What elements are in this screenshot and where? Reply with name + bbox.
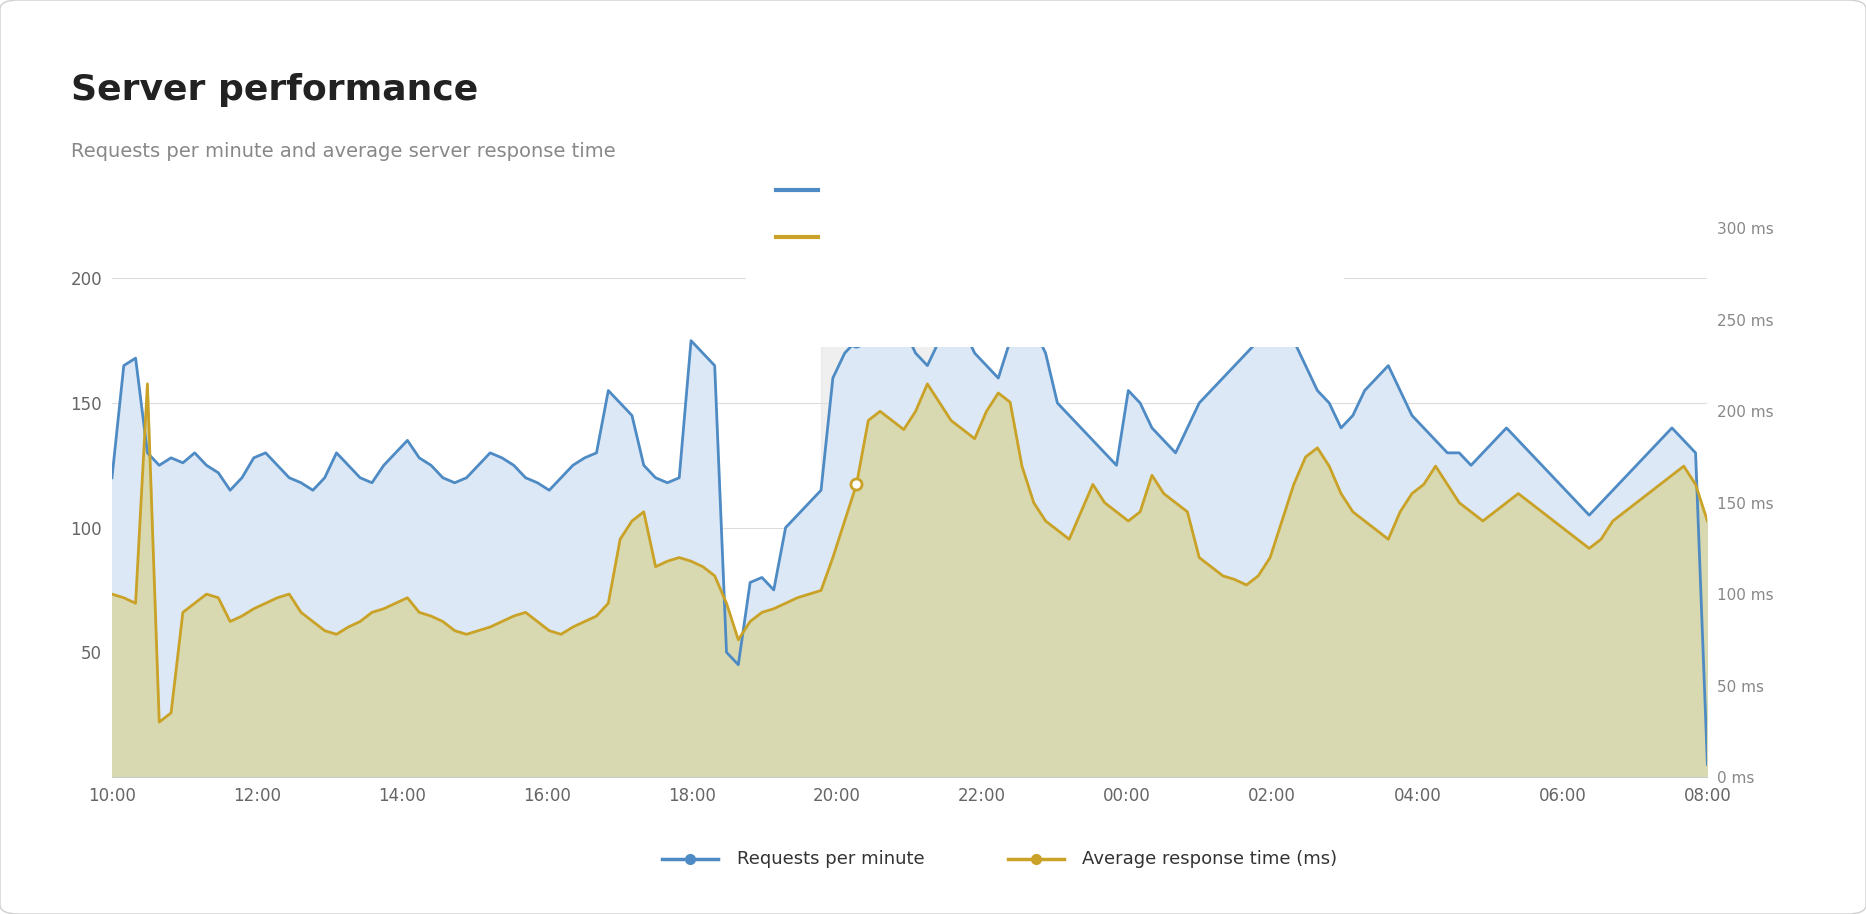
Text: Server performance: Server performance — [71, 73, 478, 107]
Text: Requests per minute and average server response time: Requests per minute and average server r… — [71, 142, 616, 161]
Text: Average response time: 177.4ms: Average response time: 177.4ms — [836, 228, 1198, 246]
FancyBboxPatch shape — [735, 143, 1355, 351]
Text: Requests per minute: Requests per minute — [737, 850, 926, 868]
Text: Requests per minute: 161.8: Requests per minute: 161.8 — [836, 181, 1142, 200]
Bar — [821, 228, 963, 777]
Text: 02:45 17 August: 02:45 17 August — [776, 282, 914, 300]
Text: Average response time (ms): Average response time (ms) — [1082, 850, 1338, 868]
